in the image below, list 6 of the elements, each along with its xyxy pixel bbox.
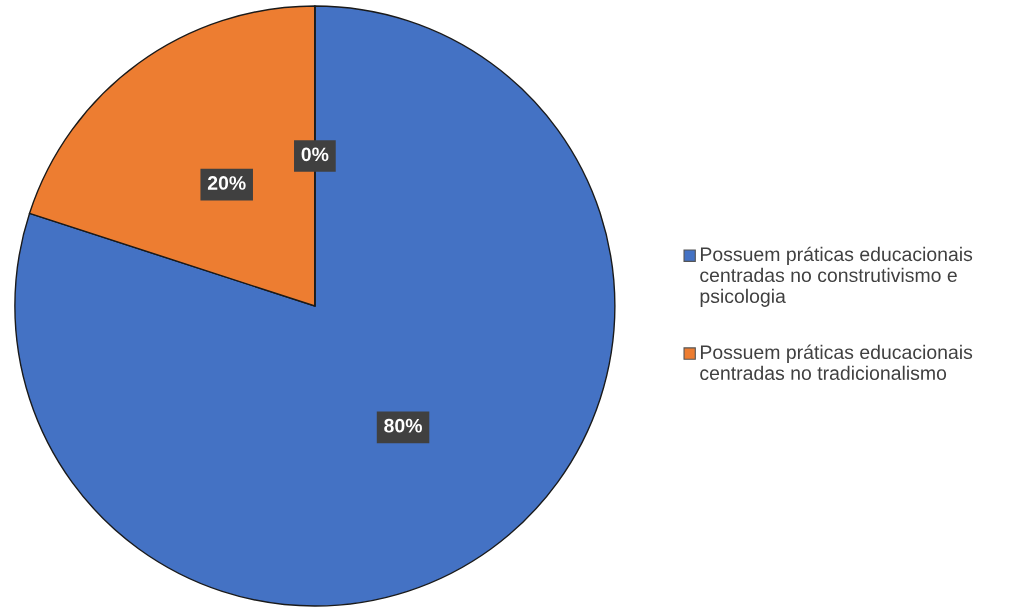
text: 0% bbox=[301, 147, 329, 162]
data-label: 20% bbox=[207, 176, 246, 190]
legend-label: Possuem práticas educacionais centradas no tradicionalismo bbox=[700, 344, 973, 381]
legend-label: Possuem práticas educacionais centradas no construtivismo e psicologia bbox=[700, 246, 973, 307]
pie-slice bbox=[14, 5, 616, 607]
data-label: 80% bbox=[384, 418, 422, 433]
